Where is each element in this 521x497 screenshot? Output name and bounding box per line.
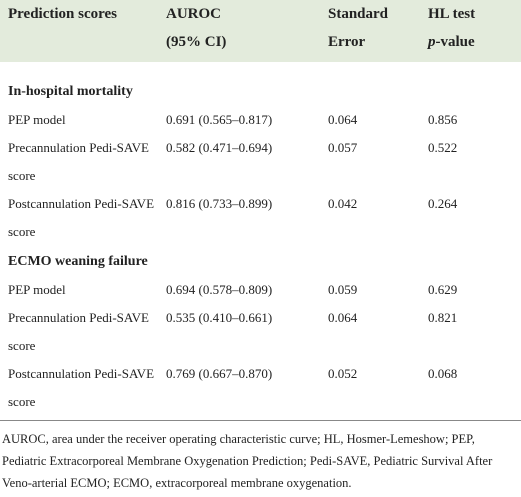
section-title: ECMO weaning failure [8,254,148,269]
cell-value: 0.629 [428,282,458,297]
cell-value: 0.694 (0.578–0.809) [166,282,273,297]
header-line: AUROC [166,6,221,22]
header-cell: Prediction scores [8,0,117,28]
cell-value: 0.057 [328,140,358,155]
row-name: Postcannulation Pedi-SAVE score [8,366,155,409]
row-name: PEP model [8,112,66,127]
cell-value: 0.064 [328,112,358,127]
cell-value: 0.691 (0.565–0.817) [166,112,273,127]
header-cell: HL test p-value [428,0,475,56]
cell-value: 0.042 [328,196,358,211]
footnote: AUROC, area under the receiver operating… [2,432,493,490]
cell-value: 0.535 (0.410–0.661) [166,310,273,325]
header-cell: Standard Error [328,0,388,56]
header-line: p-value [428,34,475,50]
cell-value: 0.064 [328,310,358,325]
cell-value: 0.821 [428,310,458,325]
section-title: In-hospital mortality [8,84,133,99]
header-line: Standard [328,6,389,22]
cell-value: 0.068 [428,366,458,381]
row-name: Precannulation Pedi-SAVE score [8,310,149,353]
header-background [0,0,521,62]
cell-value: 0.856 [428,112,458,127]
header-line: HL test [428,6,476,22]
footer-rule [0,420,521,421]
cell-value: 0.769 (0.667–0.870) [166,366,273,381]
header-line: Prediction scores [8,6,118,22]
header-cell: AUROC (95% CI) [166,0,226,56]
cell-value: 0.059 [328,282,358,297]
header-line: (95% CI) [166,34,227,50]
cell-value: 0.522 [428,140,458,155]
cell-value: 0.816 (0.733–0.899) [166,196,273,211]
cell-value: 0.052 [328,366,358,381]
header-line: Error [328,34,366,50]
cell-value: 0.264 [428,196,458,211]
row-name: PEP model [8,282,66,297]
row-name: Precannulation Pedi-SAVE score [8,140,149,183]
cell-value: 0.582 (0.471–0.694) [166,140,273,155]
row-name: Postcannulation Pedi-SAVE score [8,196,155,239]
